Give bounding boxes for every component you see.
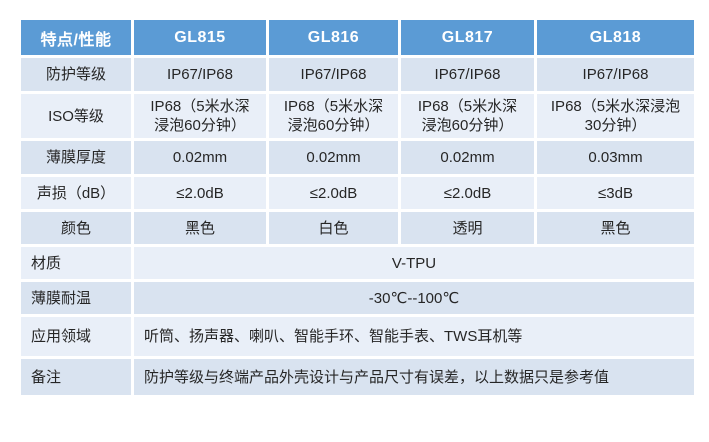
cell-value-merged: 防护等级与终端产品外壳设计与产品尺寸有误差，以上数据只是参考值 <box>131 356 697 398</box>
col-header-gl815: GL815 <box>131 17 269 58</box>
table-row-temperature-resistance: 薄膜耐温 -30℃--100℃ <box>18 279 697 317</box>
row-label: 颜色 <box>18 209 134 247</box>
cell-value: IP68（5米水深浸泡60分钟） <box>266 91 401 141</box>
cell-value: 黑色 <box>534 209 697 247</box>
cell-value: 0.02mm <box>131 138 269 177</box>
cell-value: IP67/IP68 <box>534 55 697 94</box>
cell-value: ≤2.0dB <box>398 174 537 212</box>
cell-value: 透明 <box>398 209 537 247</box>
cell-value: IP67/IP68 <box>266 55 401 94</box>
col-header-gl817: GL817 <box>398 17 537 58</box>
table-row-iso-rating: ISO等级 IP68（5米水深浸泡60分钟） IP68（5米水深浸泡60分钟） … <box>18 91 697 141</box>
cell-value: IP67/IP68 <box>398 55 537 94</box>
spec-table: 特点/性能 GL815 GL816 GL817 GL818 防护等级 IP67/… <box>18 17 697 398</box>
table-row-protection-rating: 防护等级 IP67/IP68 IP67/IP68 IP67/IP68 IP67/… <box>18 55 697 94</box>
row-label: 防护等级 <box>18 55 134 94</box>
row-label: 声损（dB） <box>18 174 134 212</box>
table-row-remarks: 备注 防护等级与终端产品外壳设计与产品尺寸有误差，以上数据只是参考值 <box>18 356 697 398</box>
col-header-gl818: GL818 <box>534 17 697 58</box>
table-row-sound-loss: 声损（dB） ≤2.0dB ≤2.0dB ≤2.0dB ≤3dB <box>18 174 697 212</box>
header-row: 特点/性能 GL815 GL816 GL817 GL818 <box>18 17 697 58</box>
row-label: ISO等级 <box>18 91 134 141</box>
table-row-color: 颜色 黑色 白色 透明 黑色 <box>18 209 697 247</box>
row-label: 薄膜厚度 <box>18 138 134 177</box>
cell-value: IP67/IP68 <box>131 55 269 94</box>
table-row-film-thickness: 薄膜厚度 0.02mm 0.02mm 0.02mm 0.03mm <box>18 138 697 177</box>
cell-value-merged: 听筒、扬声器、喇叭、智能手环、智能手表、TWS耳机等 <box>131 314 697 359</box>
cell-value: IP68（5米水深浸泡60分钟） <box>398 91 537 141</box>
cell-value: ≤2.0dB <box>266 174 401 212</box>
cell-value: 白色 <box>266 209 401 247</box>
cell-value: 0.03mm <box>534 138 697 177</box>
cell-value: IP68（5米水深浸泡60分钟） <box>131 91 269 141</box>
cell-value: 黑色 <box>131 209 269 247</box>
cell-value: ≤2.0dB <box>131 174 269 212</box>
cell-value-merged: V-TPU <box>131 244 697 282</box>
row-label: 薄膜耐温 <box>18 279 134 317</box>
header-feature-cell: 特点/性能 <box>18 17 134 58</box>
col-header-gl816: GL816 <box>266 17 401 58</box>
cell-value: ≤3dB <box>534 174 697 212</box>
table-row-applications: 应用领域 听筒、扬声器、喇叭、智能手环、智能手表、TWS耳机等 <box>18 314 697 359</box>
cell-value-merged: -30℃--100℃ <box>131 279 697 317</box>
cell-value: 0.02mm <box>398 138 537 177</box>
cell-value: IP68（5米水深浸泡30分钟） <box>534 91 697 141</box>
cell-value: 0.02mm <box>266 138 401 177</box>
row-label: 备注 <box>18 356 134 398</box>
row-label: 材质 <box>18 244 134 282</box>
table-row-material: 材质 V-TPU <box>18 244 697 282</box>
row-label: 应用领域 <box>18 314 134 359</box>
